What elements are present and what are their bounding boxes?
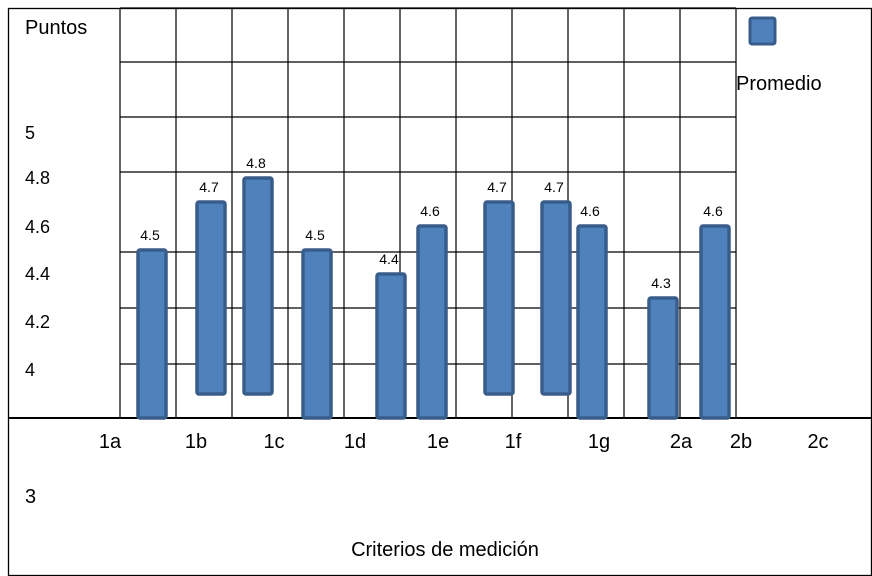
bar-label-10: 4.6 — [703, 203, 723, 219]
bar-7 — [540, 200, 572, 396]
bar-label-6: 4.7 — [487, 179, 507, 195]
bar-label-8: 4.6 — [580, 203, 600, 219]
bar-label-0: 4.5 — [140, 227, 160, 243]
x-tick-label: 2c — [807, 431, 828, 453]
legend-swatch — [748, 16, 777, 46]
bar-1 — [195, 200, 227, 396]
legend-label: Promedio — [736, 73, 822, 95]
x-tick-label: 2b — [730, 431, 752, 453]
bar-label-7: 4.7 — [544, 179, 564, 195]
bar-8 — [576, 224, 608, 420]
x-tick-label: 1d — [344, 431, 366, 453]
x-tick-label: 1a — [99, 431, 122, 453]
x-tick-label: 2a — [670, 431, 693, 453]
x-tick-label: 1b — [185, 431, 207, 453]
bar-2 — [242, 176, 274, 396]
x-tick-label: 1c — [263, 431, 284, 453]
bar-10 — [699, 224, 731, 420]
y-tick-label: 4 — [25, 360, 35, 380]
bars — [136, 176, 731, 420]
y-axis-title: Puntos — [25, 17, 87, 39]
bar-label-5: 4.6 — [420, 203, 440, 219]
bar-label-4: 4.4 — [379, 251, 399, 267]
y-tick-label: 4.8 — [25, 168, 50, 188]
x-tick-labels: 1a 1b 1c 1d 1e 1f 1g 2a 2b 2c — [99, 431, 829, 453]
bar-5 — [416, 224, 448, 420]
grid-lines — [119, 7, 737, 419]
bar-label-3: 4.5 — [305, 227, 325, 243]
stray-label: 3 — [25, 486, 36, 508]
y-tick-label: 4.2 — [25, 312, 50, 332]
bar-3 — [301, 248, 333, 420]
y-tick-labels: 5 4.8 4.6 4.4 4.2 4 — [25, 123, 50, 380]
y-tick-label: 5 — [25, 123, 35, 143]
x-tick-label: 1f — [505, 431, 522, 453]
bar-label-9: 4.3 — [651, 275, 671, 291]
bar-label-2: 4.8 — [246, 155, 266, 171]
bar-4 — [375, 272, 407, 420]
bar-9 — [647, 296, 679, 420]
y-tick-label: 4.6 — [25, 217, 50, 237]
y-tick-label: 4.4 — [25, 264, 50, 284]
bar-data-labels: 4.5 4.7 4.8 4.5 4.4 4.6 4.7 4.7 4.6 4.3 4.6 — [140, 155, 723, 291]
legend: Promedio — [736, 16, 822, 95]
bar-label-1: 4.7 — [199, 179, 219, 195]
bar-6 — [483, 200, 515, 396]
x-axis-title: Criterios de medición — [351, 539, 539, 561]
x-tick-label: 1g — [588, 431, 610, 453]
x-tick-label: 1e — [427, 431, 449, 453]
bar-0 — [136, 248, 168, 420]
